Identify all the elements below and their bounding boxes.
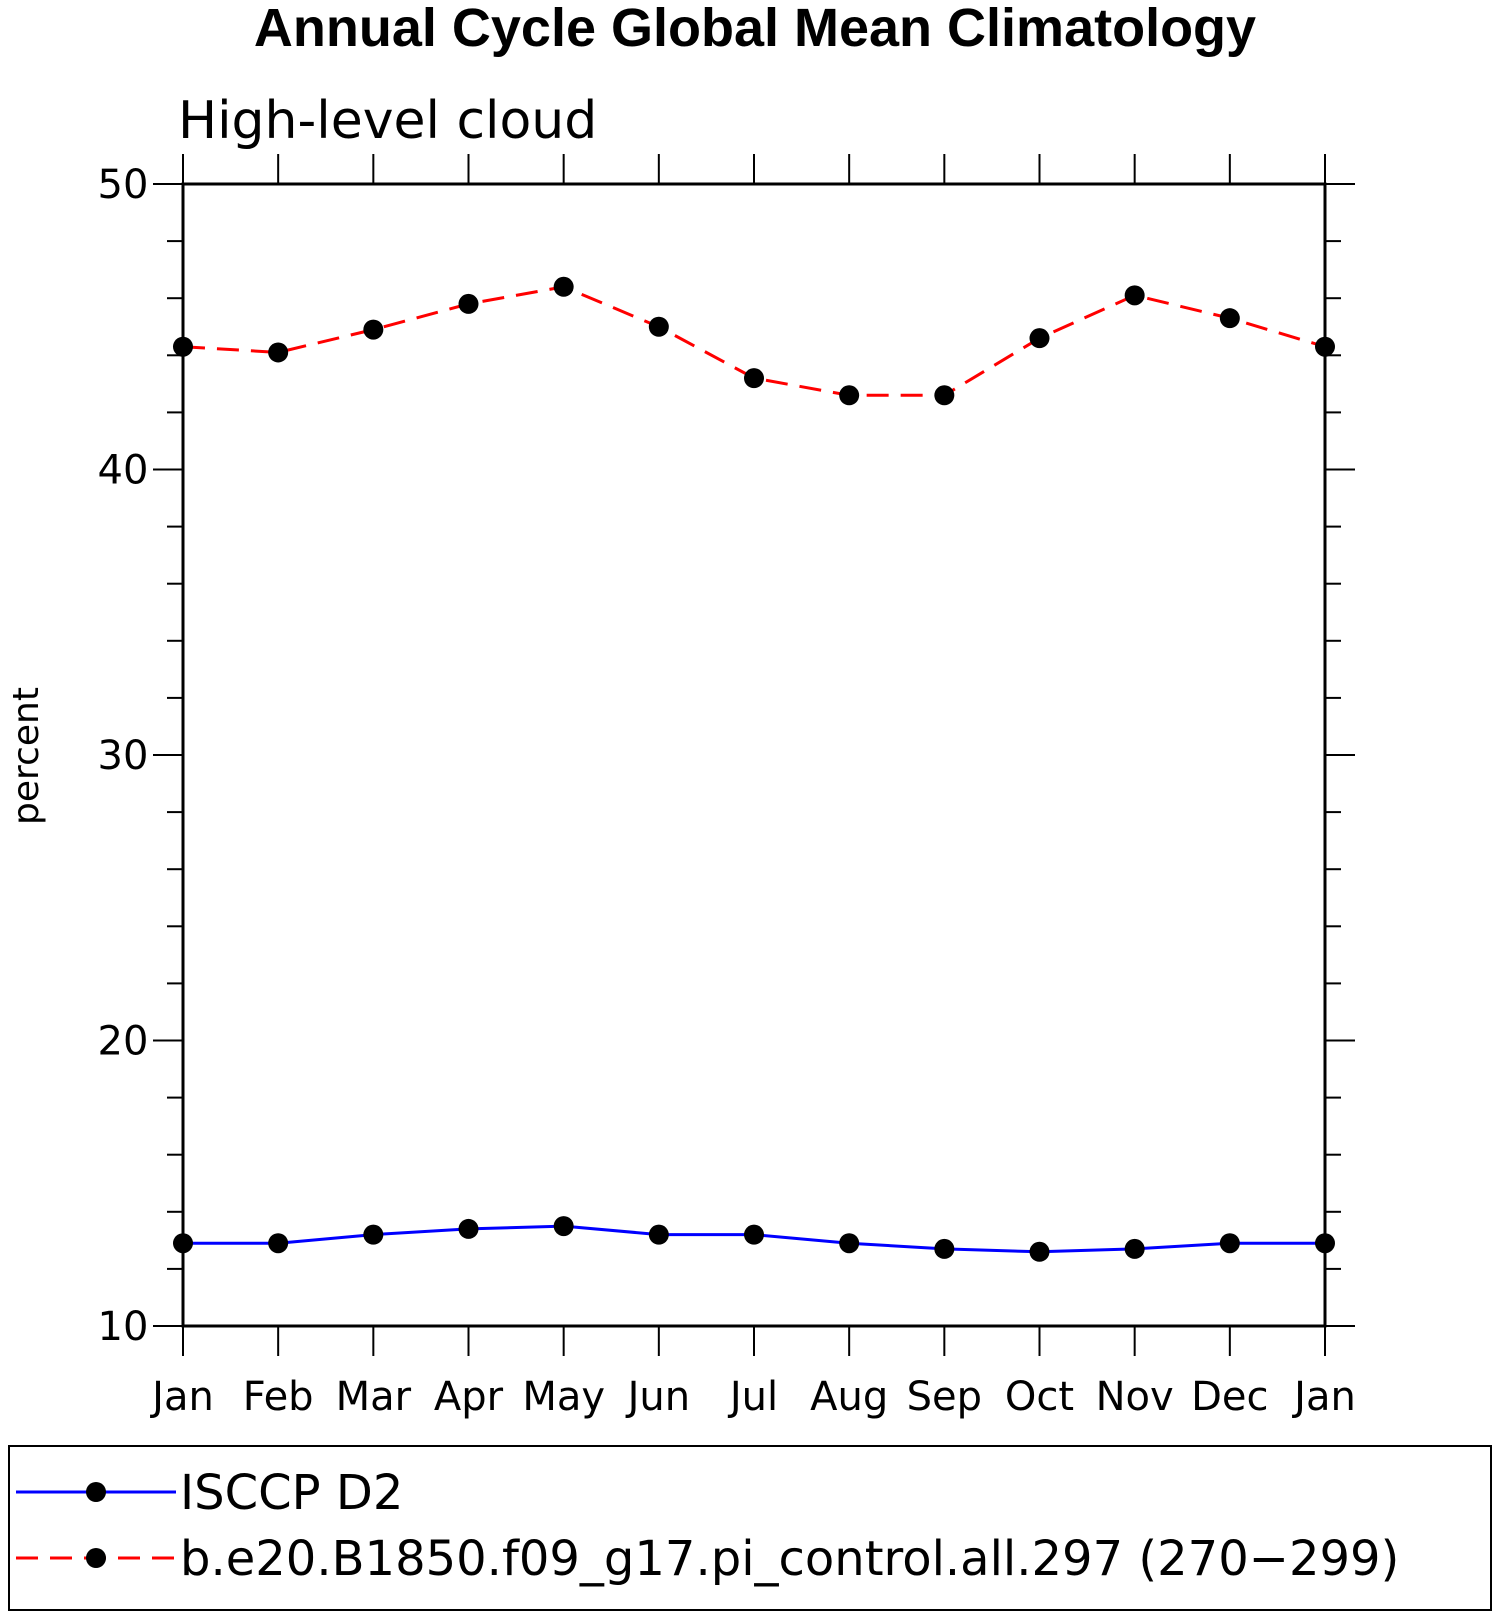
series-0-point xyxy=(839,1233,860,1254)
series-1-point xyxy=(268,342,289,363)
legend-marker-0 xyxy=(86,1482,106,1502)
series-1-point xyxy=(553,276,574,297)
plot-frame xyxy=(181,182,1327,1328)
legend-box xyxy=(8,1445,1492,1611)
x-tick-label: Apr xyxy=(434,1374,504,1420)
series-lines xyxy=(182,285,1326,1254)
x-tick-label: Jun xyxy=(625,1374,691,1420)
series-1-point xyxy=(173,336,193,357)
y-axis-label: percent xyxy=(6,687,47,825)
series-0-point xyxy=(268,1233,289,1254)
x-tick-label: Dec xyxy=(1191,1374,1268,1420)
series-1-point xyxy=(1219,308,1240,329)
y-tick-label: 30 xyxy=(98,733,149,779)
series-0-point xyxy=(553,1216,574,1237)
x-tick-label: Feb xyxy=(243,1374,314,1420)
legend-label-0: ISCCP D2 xyxy=(180,1465,403,1521)
series-1-point xyxy=(1315,336,1335,357)
series-0-point xyxy=(744,1224,764,1245)
x-tick-label: Nov xyxy=(1096,1374,1174,1420)
x-tick-label: Jan xyxy=(1291,1374,1356,1420)
y-tick-label: 20 xyxy=(98,1019,149,1065)
y-tick-label: 50 xyxy=(98,162,149,208)
chart-subtitle: High-level cloud xyxy=(178,91,597,151)
legend-label-1: b.e20.B1850.f09_g17.pi_control.all.297 (… xyxy=(180,1531,1399,1587)
series-0-point xyxy=(934,1238,955,1259)
plot-border xyxy=(181,182,1327,1328)
x-tick-label: Jul xyxy=(727,1374,778,1420)
series-0-point xyxy=(173,1233,193,1254)
y-tick-label: 40 xyxy=(98,448,149,494)
series-1-point xyxy=(744,368,764,389)
series-1-point xyxy=(458,293,479,314)
series-1-point xyxy=(363,319,384,340)
x-tick-label: Mar xyxy=(336,1374,412,1420)
series-1-point xyxy=(934,385,955,406)
series-1-point xyxy=(1029,328,1050,349)
x-tick-label: Jan xyxy=(149,1374,214,1420)
series-0-point xyxy=(1219,1233,1240,1254)
series-1-point xyxy=(839,385,860,406)
chart-title: Annual Cycle Global Mean Climatology xyxy=(254,0,1256,58)
series-0-point xyxy=(1029,1241,1050,1262)
x-tick-label: Aug xyxy=(810,1374,888,1420)
series-0-point xyxy=(1124,1238,1145,1259)
x-axis-ticks: Jan Feb Mar Apr May Jun Jul Aug Sep Oct Nov Dec Jan xyxy=(149,154,1356,1420)
series-0-point xyxy=(648,1224,669,1245)
y-tick-label: 10 xyxy=(98,1304,149,1350)
x-tick-label: Oct xyxy=(1005,1374,1074,1420)
series-1-point xyxy=(1124,285,1145,306)
x-tick-label: Sep xyxy=(907,1374,982,1420)
series-0-point xyxy=(1315,1233,1335,1254)
legend: ISCCP D2 b.e20.B1850.f09_g17.pi_control.a… xyxy=(8,1445,1492,1611)
series-points xyxy=(173,276,1335,1262)
series-0-point xyxy=(458,1218,479,1239)
y-axis-ticks: 10 20 30 40 50 xyxy=(98,162,1355,1350)
legend-marker-1 xyxy=(86,1548,106,1568)
series-1-point xyxy=(648,316,669,337)
series-0-point xyxy=(363,1224,384,1245)
x-tick-label: May xyxy=(522,1374,605,1420)
